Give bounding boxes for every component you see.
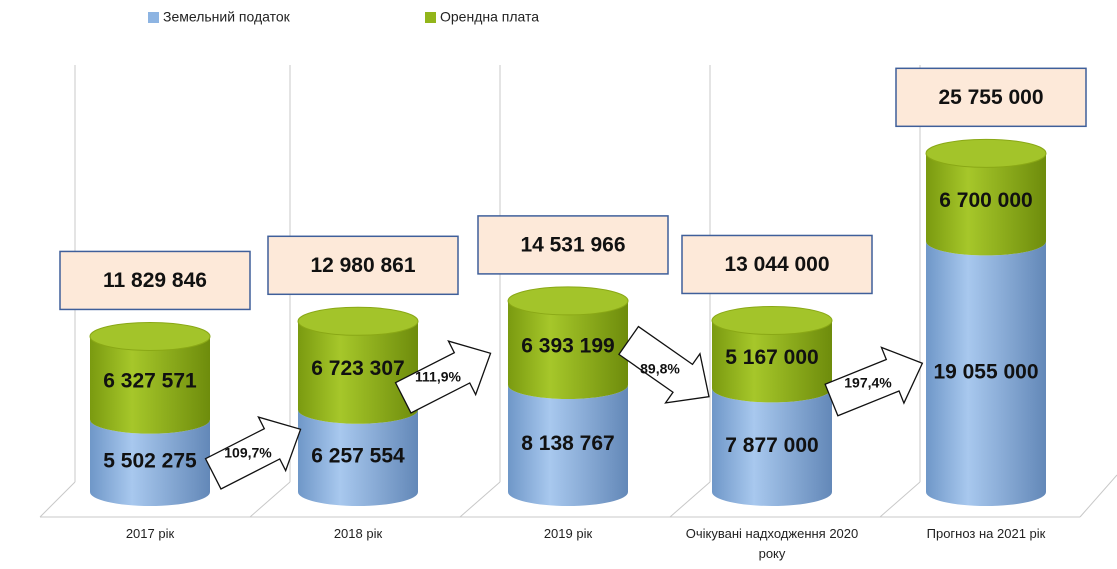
arrow-shape — [394, 340, 492, 414]
arrow-shape — [204, 416, 302, 490]
change-label: 197,4% — [844, 375, 892, 391]
value-label: 19 055 000 — [933, 360, 1038, 383]
total-box — [681, 234, 873, 295]
cylinder-top — [711, 305, 833, 335]
total-box — [267, 235, 459, 296]
value-label: 6 257 554 — [311, 444, 405, 467]
cylinder-segment — [298, 409, 418, 506]
cylinder-top — [925, 138, 1047, 168]
value-label: 5 167 000 — [725, 346, 818, 369]
legend-swatch — [148, 12, 159, 23]
change-arrow — [618, 325, 710, 404]
cylinder-segment — [90, 419, 211, 506]
change-label: 109,7% — [224, 445, 272, 461]
change-arrow — [394, 340, 492, 414]
legend-label: Земельний податок — [163, 9, 291, 25]
total-label: 25 755 000 — [938, 86, 1043, 109]
cylinder-top — [297, 306, 419, 336]
x-tick-label: 2019 рік — [543, 526, 593, 541]
value-label: 6 327 571 — [103, 370, 197, 393]
x-tick-label: Прогноз на 2021 рік — [926, 526, 1046, 541]
total-box — [895, 67, 1087, 128]
change-label: 89,8% — [640, 361, 680, 377]
cylinder-top — [507, 286, 629, 316]
change-arrow — [204, 416, 302, 490]
value-label: 6 723 307 — [311, 357, 404, 380]
total-box — [59, 250, 251, 311]
x-tick-label: Очікувані надходження 2020 року — [685, 526, 859, 561]
change-label: 111,9% — [415, 369, 461, 385]
legend-swatch — [425, 12, 436, 23]
cylinder-segment — [298, 321, 418, 424]
total-label: 11 829 846 — [103, 269, 207, 292]
arrow-shape — [618, 325, 710, 404]
cylinder-segment — [508, 300, 628, 399]
total-label: 13 044 000 — [724, 253, 829, 276]
cylinder-segment — [926, 241, 1046, 506]
cylinder-top — [89, 321, 211, 351]
cylinder-segment — [90, 336, 211, 434]
x-tick-label: 2018 рік — [333, 526, 383, 541]
value-label: 6 393 199 — [521, 334, 614, 357]
change-arrow — [824, 346, 924, 417]
cylinder-segment — [508, 384, 628, 506]
total-box — [477, 215, 669, 275]
value-label: 6 700 000 — [939, 189, 1032, 212]
arrow-shape — [824, 346, 924, 417]
total-label: 12 980 861 — [310, 254, 415, 277]
value-label: 5 502 275 — [103, 449, 197, 472]
value-label: 8 138 767 — [521, 432, 614, 455]
x-tick-label: 2017 рік — [125, 526, 175, 541]
cylinder-segment — [712, 320, 832, 403]
cylinder-segment — [712, 388, 832, 506]
cylinder-segment — [926, 153, 1046, 256]
legend-label: Орендна плата — [440, 9, 539, 25]
value-label: 7 877 000 — [725, 434, 818, 457]
total-label: 14 531 966 — [520, 233, 625, 256]
